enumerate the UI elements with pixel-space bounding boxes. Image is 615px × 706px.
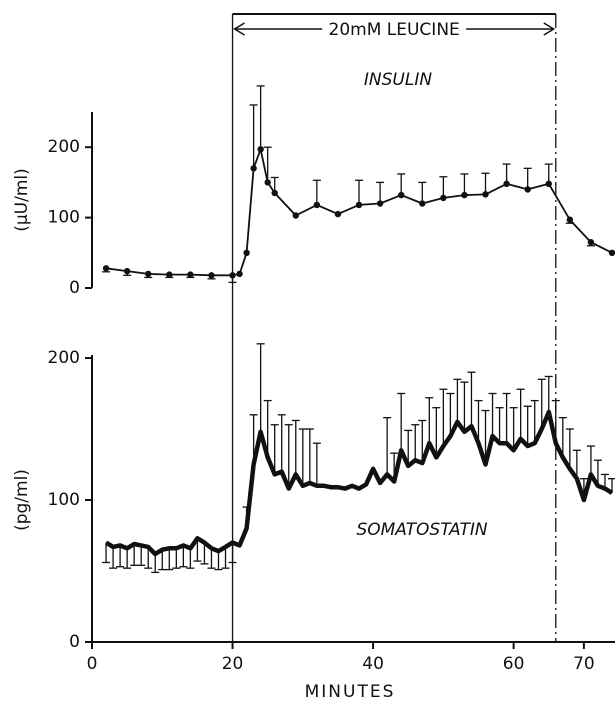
data-point — [334, 210, 342, 218]
data-point — [503, 180, 510, 188]
y-tick-label: 100 — [48, 490, 80, 510]
data-point — [257, 146, 264, 153]
data-point — [264, 179, 271, 186]
arrow-head — [233, 22, 245, 36]
data-point — [187, 271, 194, 278]
data-point — [243, 249, 250, 256]
data-point — [292, 212, 299, 219]
data-point — [397, 191, 405, 199]
y-axis-label: (μU/ml) — [12, 168, 32, 232]
data-point — [123, 267, 131, 275]
data-point — [229, 272, 236, 279]
y-axis-label: (pg/ml) — [12, 469, 32, 531]
data-point — [208, 272, 215, 279]
data-point — [166, 271, 173, 278]
panel-title: SOMATOSTATIN — [356, 520, 487, 540]
data-point — [461, 191, 468, 199]
x-tick-label: 60 — [503, 654, 525, 674]
x-tick-label: 0 — [87, 654, 98, 674]
data-line — [105, 148, 613, 277]
y-tick-label: 0 — [69, 278, 80, 298]
data-point — [236, 270, 243, 278]
data-point — [524, 186, 531, 193]
data-point — [376, 200, 384, 207]
y-tick-label: 200 — [48, 348, 80, 368]
x-tick-label: 20 — [222, 654, 244, 674]
data-point — [440, 194, 447, 202]
data-point — [545, 180, 552, 188]
x-tick-label: 40 — [362, 654, 384, 674]
data-point — [145, 270, 152, 278]
data-point — [587, 239, 595, 246]
panel-title: INSULIN — [364, 70, 432, 90]
arrow-head — [543, 22, 556, 36]
data-point — [566, 216, 574, 223]
y-tick-label: 200 — [48, 137, 80, 157]
data-point — [102, 265, 110, 272]
data-line — [104, 409, 614, 557]
treatment-label: 20mM LEUCINE — [329, 20, 460, 40]
x-tick-label: 70 — [573, 654, 595, 674]
data-point — [313, 201, 321, 209]
y-tick-label: 100 — [48, 208, 80, 228]
data-point — [419, 200, 426, 207]
y-tick-label: 0 — [69, 632, 80, 652]
data-point — [482, 191, 489, 198]
data-point — [271, 189, 278, 197]
label-bg — [322, 18, 467, 40]
x-axis-label: MINUTES — [305, 682, 396, 702]
data-point — [250, 165, 257, 172]
data-point — [608, 249, 615, 256]
data-point — [355, 201, 363, 209]
